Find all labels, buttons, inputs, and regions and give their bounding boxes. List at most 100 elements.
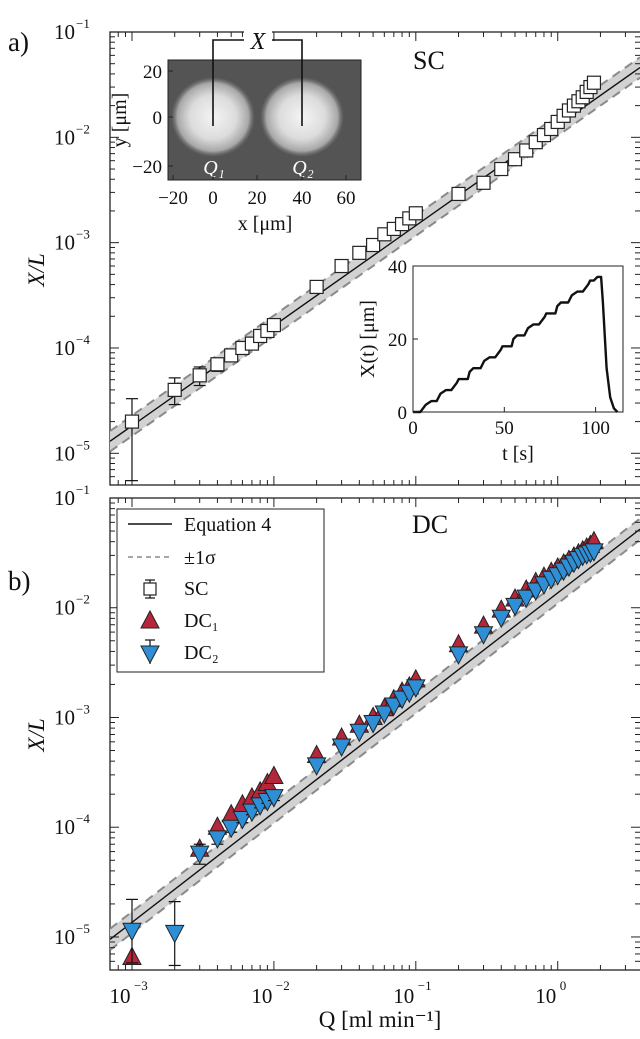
data-point-dc2: [448, 646, 469, 665]
y-axis-label-b: X/L: [24, 718, 49, 752]
inset-image-ylabel: y [μm]: [109, 93, 131, 148]
data-point-sc: [476, 175, 491, 190]
inset-image-x-tick-label: 40: [293, 188, 312, 209]
x-tick-label-exponent: −1: [418, 978, 432, 993]
data-point-dc2: [349, 723, 370, 743]
sigma-lower-line: [110, 76, 640, 453]
legend-entry-0: Equation 4: [184, 514, 271, 536]
y-tick-label-exponent: −4: [76, 332, 90, 347]
x-tick-label-exponent: −3: [134, 978, 148, 993]
data-point-sc: [124, 414, 140, 429]
x-tick-label: 10: [393, 984, 414, 1008]
y-tick-label: 10: [54, 705, 75, 729]
bracket-label-bg: [244, 30, 272, 52]
y-tick-label-exponent: −1: [76, 482, 90, 497]
inset-plot-line: [413, 275, 619, 414]
inset-plot-y-tick-label: 0: [398, 403, 408, 424]
data-point-dc2: [189, 845, 210, 865]
bracket-label: X: [250, 29, 267, 55]
data-point-dc2: [374, 705, 395, 725]
data-point-dc2: [331, 738, 352, 758]
legend-entry-4: DC₂: [184, 642, 219, 664]
data-point-dc2: [122, 922, 142, 942]
y-tick-label: 10: [54, 231, 75, 255]
data-point-sc: [224, 348, 239, 363]
data-point-dc2: [264, 789, 284, 808]
data-point-dc2: [505, 597, 525, 617]
inset-image-xlabel: x [μm]: [238, 213, 293, 235]
data-point-sc: [334, 258, 349, 274]
data-point-sc: [408, 206, 423, 221]
data-point-sc: [507, 152, 523, 167]
y-tick-label-exponent: −2: [76, 121, 90, 136]
data-point-dc2: [491, 609, 512, 629]
y-tick-label: 10: [54, 596, 75, 620]
data-point-sc: [167, 382, 182, 397]
data-point-dc2: [207, 830, 228, 849]
x-tick-label-exponent: 0: [560, 978, 567, 993]
y-tick-label: 10: [54, 20, 75, 44]
y-tick-label-exponent: −3: [76, 701, 90, 716]
y-tick-label: 10: [54, 441, 75, 465]
inset-plot-ylabel: X(t) [μm]: [357, 300, 379, 378]
legend-entry-1: ±1σ: [184, 547, 216, 569]
data-point-dc2: [363, 715, 383, 734]
data-point-dc1: [264, 765, 284, 784]
data-point-dc2: [306, 757, 327, 776]
y-tick-label-exponent: −3: [76, 227, 90, 242]
legend-entry-2: SC: [184, 578, 208, 600]
inset-plot-x-tick-label: 50: [495, 418, 514, 439]
inset-image-x-tick-label: 20: [248, 188, 267, 209]
inset-image-x-tick-label: 0: [208, 188, 218, 209]
x-tick-label: 10: [109, 984, 130, 1008]
panel-a: 10−510−410−310−210−1: [54, 16, 640, 486]
y-tick-label: 10: [54, 125, 75, 149]
y-tick-label: 10: [54, 486, 75, 510]
legend: Equation 4 ±1σ SC DC₁ DC₂: [116, 508, 325, 673]
panel-a-title: SC: [413, 46, 445, 75]
panel-b-label: b): [8, 566, 31, 596]
y-axis-label-a: X/L: [24, 253, 49, 287]
fit-line: [110, 528, 640, 940]
data-point-sc: [494, 161, 509, 177]
data-point-dc2: [516, 589, 537, 609]
inset-image-y-tick-label: 20: [143, 62, 162, 83]
inset-plot-x-tick-label: 0: [408, 418, 418, 439]
y-tick-label-exponent: −5: [76, 921, 90, 936]
data-point-dc2: [584, 543, 604, 562]
inset-plot-xlabel: t [s]: [502, 443, 534, 465]
data-point-sc: [192, 368, 207, 383]
data-point-dc2: [164, 924, 185, 944]
x-tick-label: 10: [535, 984, 556, 1008]
inset-plot-y-tick-label: 20: [388, 330, 407, 351]
data-point-sc: [586, 75, 602, 90]
inset-plot-bg: [412, 265, 624, 413]
y-tick-label-exponent: −5: [76, 437, 90, 452]
data-point-sc: [210, 357, 225, 372]
y-tick-label-exponent: −2: [76, 592, 90, 607]
y-tick-label: 10: [54, 336, 75, 360]
inset-image-x-tick-label: 60: [337, 188, 356, 209]
panel-b: 10 −510 −410 −310 −210 −110 −3 10 −2 10 −1 10 0: [54, 482, 640, 1008]
legend-entry-3: DC₁: [184, 610, 219, 632]
data-point-sc: [365, 237, 381, 253]
inset-image-frame: [167, 59, 362, 181]
inset-plot-x-tick-label: 100: [581, 418, 610, 439]
inset-image: X Q₁ Q₂ −20 0 20 40 60 20 0 −20 x [μm] y [μm]: [109, 29, 362, 235]
data-point-sc: [451, 186, 466, 202]
y-tick-label-exponent: −1: [76, 16, 90, 31]
inset-image-y-tick-label: −20: [132, 157, 162, 178]
inset-image-x-tick-label: −20: [158, 188, 188, 209]
data-point-sc: [309, 279, 324, 295]
label-q1: Q₁: [203, 157, 224, 179]
data-point-sc: [266, 317, 281, 333]
y-tick-label: 10: [54, 815, 75, 839]
data-point-dc2: [473, 626, 494, 645]
inset-plot-y-tick-label: 40: [388, 257, 407, 278]
legend-dc1-marker: [140, 609, 160, 629]
legend-dc2-marker: [140, 645, 160, 665]
data-point-dc2: [232, 811, 253, 830]
data-point-sc: [352, 245, 367, 260]
panel-a-label: a): [8, 27, 29, 57]
